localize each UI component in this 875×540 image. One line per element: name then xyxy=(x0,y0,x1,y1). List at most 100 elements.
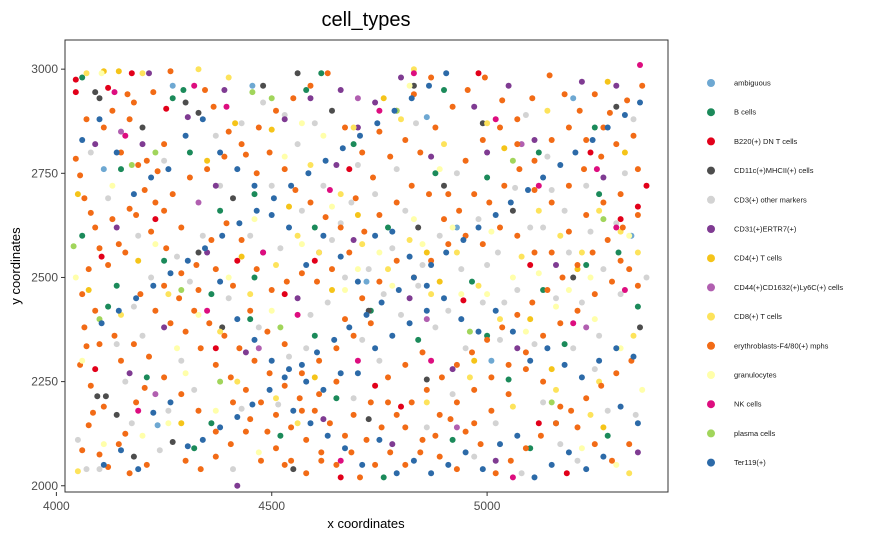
data-point xyxy=(518,470,525,477)
data-point xyxy=(385,399,391,406)
data-point xyxy=(182,370,189,377)
data-point xyxy=(141,187,148,193)
legend-label: Ter119(+) xyxy=(734,458,766,467)
data-point xyxy=(613,224,620,231)
data-point xyxy=(283,278,290,285)
data-point xyxy=(217,182,224,189)
data-point xyxy=(221,87,228,93)
data-point xyxy=(249,401,256,408)
data-point xyxy=(92,141,99,148)
data-point xyxy=(126,116,133,123)
data-point xyxy=(318,457,325,464)
data-point xyxy=(329,237,335,243)
data-point xyxy=(199,232,206,239)
data-point xyxy=(260,249,267,256)
data-point xyxy=(471,191,478,198)
data-point xyxy=(637,62,643,68)
data-point xyxy=(225,274,232,281)
data-point xyxy=(600,174,607,181)
data-point xyxy=(613,141,620,148)
data-point xyxy=(540,399,547,406)
data-point xyxy=(303,87,310,93)
plot-panel xyxy=(64,39,669,493)
data-point xyxy=(389,245,396,252)
data-point xyxy=(139,124,146,131)
data-point xyxy=(115,68,122,75)
data-point xyxy=(376,436,383,443)
data-point xyxy=(212,345,219,352)
data-point xyxy=(195,199,202,206)
data-point xyxy=(423,307,430,314)
data-point xyxy=(286,224,292,231)
data-point xyxy=(169,439,176,445)
legend-label: ambiguous xyxy=(734,79,771,88)
series-group xyxy=(79,70,641,481)
data-point xyxy=(518,253,525,260)
data-point xyxy=(354,278,361,285)
y-tick-label: 2000 xyxy=(31,479,58,493)
data-point xyxy=(428,291,435,298)
data-point xyxy=(583,395,590,402)
data-point xyxy=(408,182,415,189)
data-point xyxy=(303,436,310,443)
data-point xyxy=(79,357,86,364)
legend-key xyxy=(707,254,715,263)
data-point xyxy=(316,249,323,256)
data-point xyxy=(531,474,538,481)
data-point xyxy=(294,295,301,302)
data-point xyxy=(79,232,86,239)
data-point xyxy=(583,212,590,218)
data-point xyxy=(331,336,338,343)
data-point xyxy=(565,228,572,235)
data-point xyxy=(432,324,439,331)
data-point xyxy=(578,299,585,306)
data-point xyxy=(311,224,318,231)
data-point xyxy=(270,195,277,202)
data-point xyxy=(514,232,521,239)
data-point xyxy=(255,124,262,131)
data-point xyxy=(294,420,301,427)
data-point xyxy=(113,149,120,156)
data-point xyxy=(307,311,314,318)
data-point xyxy=(497,316,503,323)
data-point xyxy=(115,307,122,314)
data-point xyxy=(234,378,241,385)
legend-label: CD44(+)CD1632(+)Ly6C(+) cells xyxy=(734,283,843,292)
data-point xyxy=(630,332,637,339)
data-point xyxy=(154,168,161,175)
data-point xyxy=(441,141,447,148)
data-point xyxy=(298,241,305,248)
data-point xyxy=(195,109,202,116)
data-point xyxy=(264,428,271,435)
data-point xyxy=(74,468,81,475)
data-point xyxy=(398,74,404,81)
data-point xyxy=(268,182,275,189)
data-point xyxy=(471,386,478,393)
data-point xyxy=(307,95,314,102)
data-point xyxy=(466,328,473,335)
legend: ambiguous B cells B220(+) DN T cells CD11c(… xyxy=(707,79,843,467)
data-point xyxy=(167,320,174,327)
data-point xyxy=(583,466,590,473)
data-point xyxy=(337,224,344,231)
data-point xyxy=(393,199,400,206)
data-point xyxy=(423,386,430,393)
data-point xyxy=(161,207,168,214)
data-point xyxy=(464,87,471,93)
data-point xyxy=(481,74,488,81)
data-point xyxy=(624,97,631,104)
x-axis-label: x coordinates xyxy=(327,516,405,531)
data-point xyxy=(83,466,90,473)
data-point xyxy=(150,89,157,96)
data-point xyxy=(92,224,99,231)
data-point xyxy=(204,157,211,164)
data-point xyxy=(225,128,232,135)
data-point xyxy=(251,191,258,198)
data-point xyxy=(380,474,387,481)
data-point xyxy=(423,316,430,323)
data-point xyxy=(165,291,172,298)
data-point xyxy=(169,82,176,89)
data-point xyxy=(441,295,447,302)
data-point xyxy=(77,172,84,179)
data-point xyxy=(281,382,288,389)
